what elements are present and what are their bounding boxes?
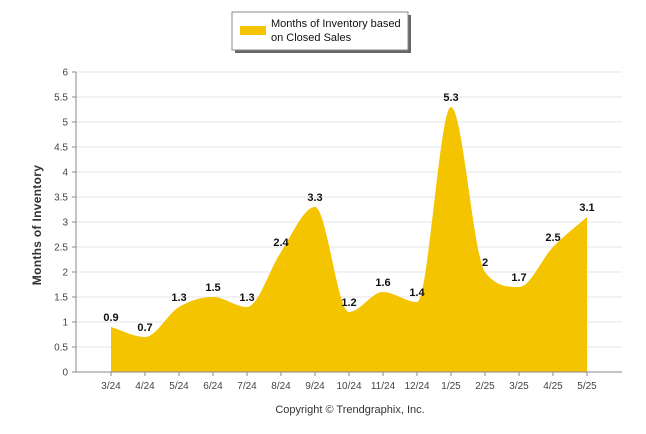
y-tick-label: 1.5 (54, 293, 68, 304)
x-tick-label: 1/25 (441, 381, 461, 392)
y-tick-label: 0 (62, 368, 68, 379)
data-label: 1.2 (341, 297, 356, 309)
x-tick-label: 10/24 (336, 381, 361, 392)
x-tick-label: 11/24 (371, 381, 396, 392)
y-tick-label: 0.5 (54, 343, 68, 354)
y-tick-label: 5.5 (54, 93, 68, 104)
data-label: 1.7 (511, 272, 526, 284)
y-tick-label: 3 (62, 218, 68, 229)
x-tick-label: 5/24 (169, 381, 189, 392)
y-tick-label: 4 (62, 168, 68, 179)
y-tick-label: 1 (62, 318, 68, 329)
x-tick-label: 4/24 (135, 381, 155, 392)
x-tick-label: 3/24 (101, 381, 121, 392)
x-tick-label: 5/25 (577, 381, 597, 392)
x-tick-label: 2/25 (475, 381, 495, 392)
x-tick-label: 7/24 (237, 381, 257, 392)
data-label: 2.5 (545, 232, 560, 244)
x-tick-label: 4/25 (543, 381, 563, 392)
y-tick-label: 5 (62, 118, 68, 129)
legend: Months of Inventory based on Closed Sale… (231, 11, 411, 53)
data-label: 0.7 (137, 322, 152, 334)
data-labels: 0.9 0.7 1.3 1.5 1.3 2.4 3.3 1.2 1.6 1.4 5.3 2 1.7 2.5… (103, 92, 594, 334)
x-tick-label: 3/25 (509, 381, 529, 392)
legend-label-line2: on Closed Sales (271, 32, 352, 44)
legend-swatch (240, 26, 266, 35)
y-tick-label: 2 (62, 268, 68, 279)
x-tick-label: 6/24 (203, 381, 223, 392)
y-tick-label: 2.5 (54, 243, 68, 254)
y-tick-label: 4.5 (54, 143, 68, 154)
data-label: 3.3 (307, 192, 322, 204)
x-tick-label: 12/24 (404, 381, 429, 392)
y-axis-ticks: 0 0.5 1 1.5 2 2.5 3 3.5 4 4.5 5 5.5 6 (54, 68, 76, 379)
copyright-text: Copyright © Trendgraphix, Inc. (275, 404, 424, 416)
x-tick-label: 9/24 (305, 381, 325, 392)
data-label: 2.4 (273, 237, 289, 249)
series-area (111, 107, 587, 372)
data-label: 5.3 (443, 92, 458, 104)
legend-label-line1: Months of Inventory based (271, 18, 401, 30)
data-label: 1.3 (239, 292, 254, 304)
y-tick-label: 6 (62, 68, 68, 79)
x-tick-label: 8/24 (271, 381, 291, 392)
y-tick-label: 3.5 (54, 193, 68, 204)
data-label: 2 (482, 257, 488, 269)
data-label: 1.6 (375, 277, 390, 289)
series-area-path (111, 107, 587, 372)
data-label: 1.4 (409, 287, 425, 299)
data-label: 0.9 (103, 312, 118, 324)
data-label: 1.5 (205, 282, 220, 294)
data-label: 1.3 (171, 292, 186, 304)
x-axis-ticks: 3/24 4/24 5/24 6/24 7/24 8/24 9/24 10/24 11/24 12… (101, 372, 597, 392)
data-label: 3.1 (579, 202, 594, 214)
y-axis-label: Months of Inventory (30, 165, 44, 285)
